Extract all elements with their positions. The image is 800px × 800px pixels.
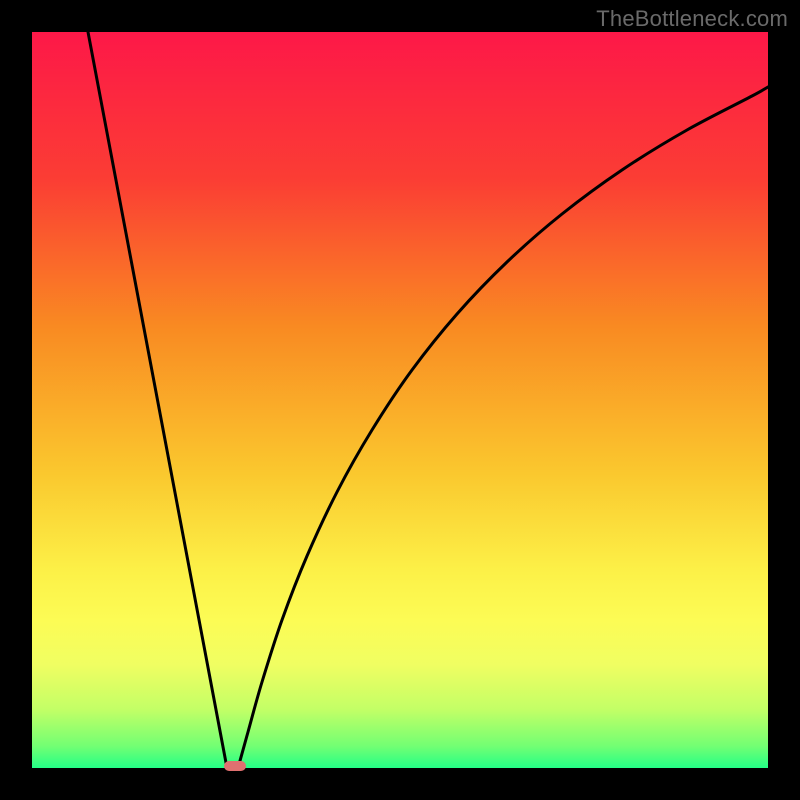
chart-container: TheBottleneck.com bbox=[0, 0, 800, 800]
plot-area bbox=[32, 32, 768, 768]
watermark-text: TheBottleneck.com bbox=[596, 6, 788, 32]
curve-line bbox=[32, 32, 768, 768]
minimum-marker bbox=[224, 761, 246, 771]
